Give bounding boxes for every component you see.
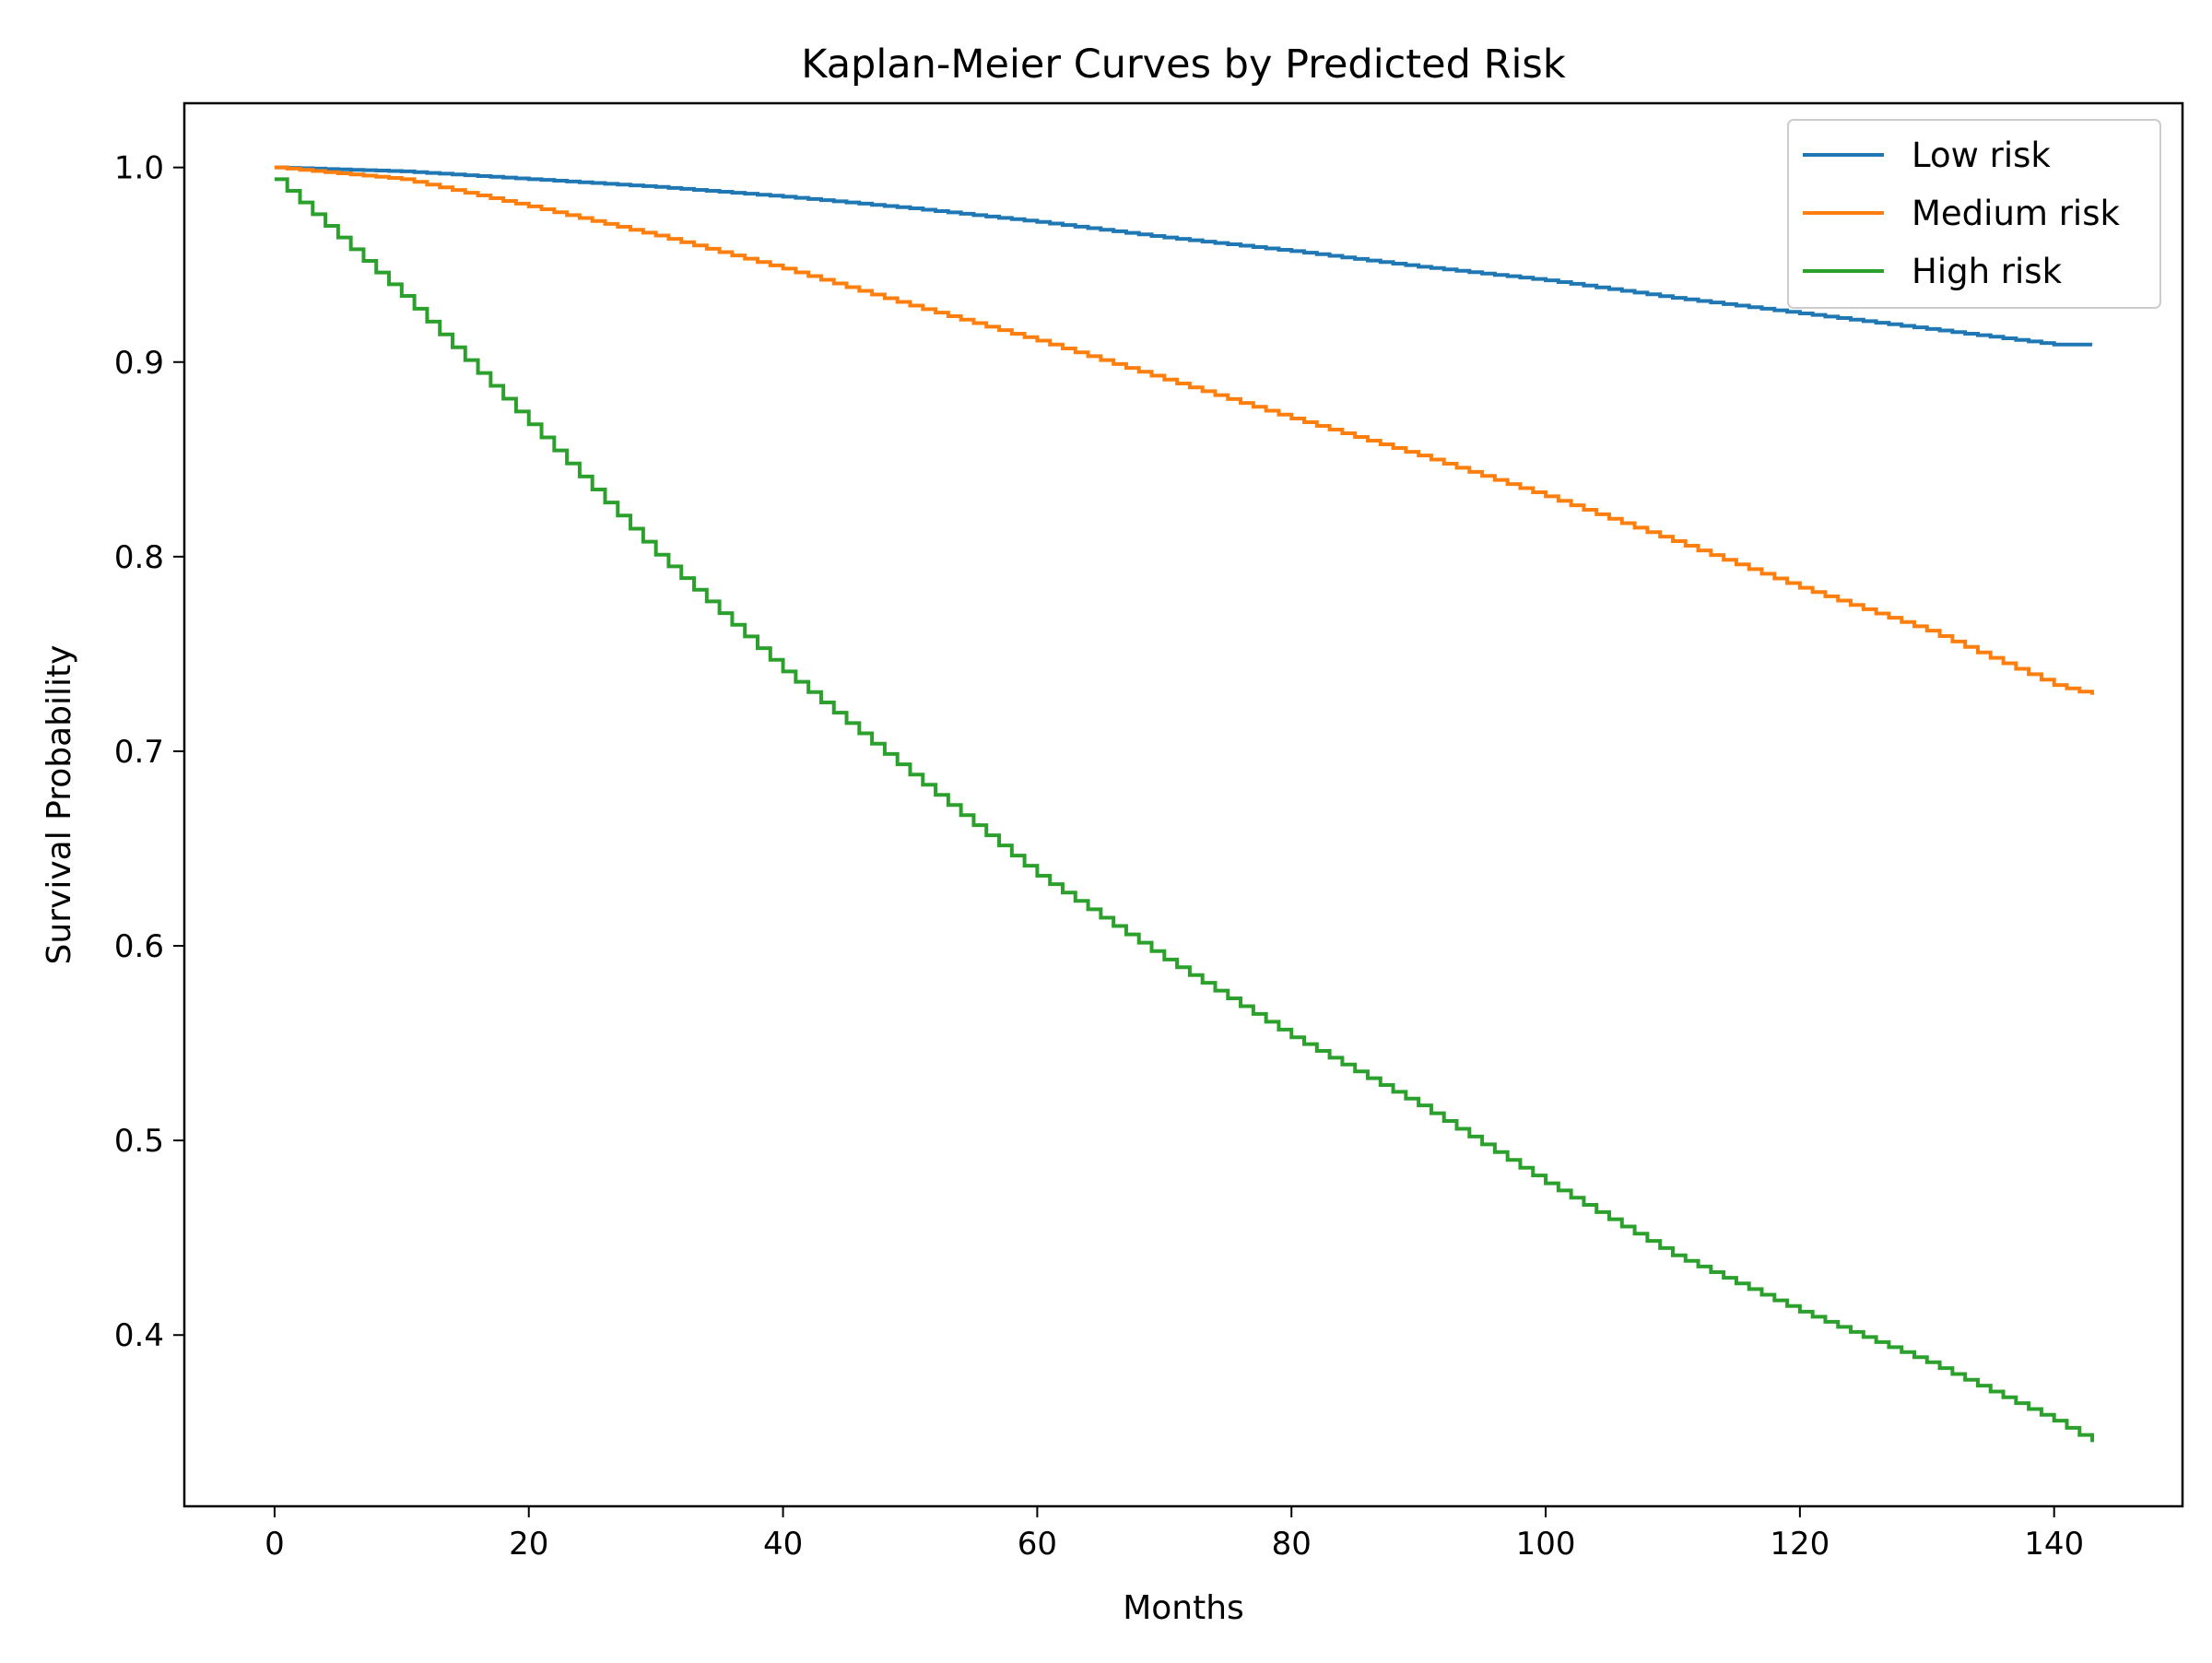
y-tick-label: 0.4 bbox=[114, 1317, 164, 1354]
legend-box bbox=[1787, 119, 2161, 309]
series-line-medium-risk bbox=[274, 165, 2095, 695]
x-tick-label: 80 bbox=[1272, 1526, 1312, 1563]
legend-label: Low risk bbox=[1912, 136, 2051, 175]
x-axis-label: Months bbox=[1123, 1589, 1244, 1627]
x-tick-label: 60 bbox=[1018, 1526, 1057, 1563]
y-axis-label: Survival Probability bbox=[41, 645, 78, 965]
plot-frame bbox=[182, 101, 2184, 1508]
series-layer bbox=[274, 165, 2095, 1443]
legend: Low risk Medium risk High risk bbox=[1787, 119, 2161, 309]
legend-label: High risk bbox=[1912, 252, 2063, 291]
x-tick-label: 20 bbox=[509, 1526, 548, 1563]
y-tick-label: 0.6 bbox=[114, 928, 164, 965]
x-tick-label: 0 bbox=[265, 1526, 285, 1563]
x-tick-label: 120 bbox=[1770, 1526, 1830, 1563]
legend-label: Medium risk bbox=[1912, 194, 2120, 233]
ticks-layer: 0 20 40 60 80 100 120 140 0.4 0.5 0.6 0.7 0.8 0.9 1.0 bbox=[114, 150, 2084, 1563]
x-tick-label: 140 bbox=[2024, 1526, 2084, 1563]
y-tick-label: 0.8 bbox=[114, 539, 164, 576]
y-tick-label: 0.7 bbox=[114, 734, 164, 771]
series-line-low-risk bbox=[274, 165, 2093, 347]
chart-title: Kaplan-Meier Curves by Predicted Risk bbox=[801, 41, 1566, 88]
y-tick-label: 1.0 bbox=[114, 150, 164, 187]
x-tick-label: 40 bbox=[763, 1526, 803, 1563]
x-tick-label: 100 bbox=[1516, 1526, 1576, 1563]
y-tick-label: 0.5 bbox=[114, 1123, 164, 1160]
series-line-high-risk bbox=[274, 177, 2095, 1443]
y-tick-label: 0.9 bbox=[114, 345, 164, 382]
